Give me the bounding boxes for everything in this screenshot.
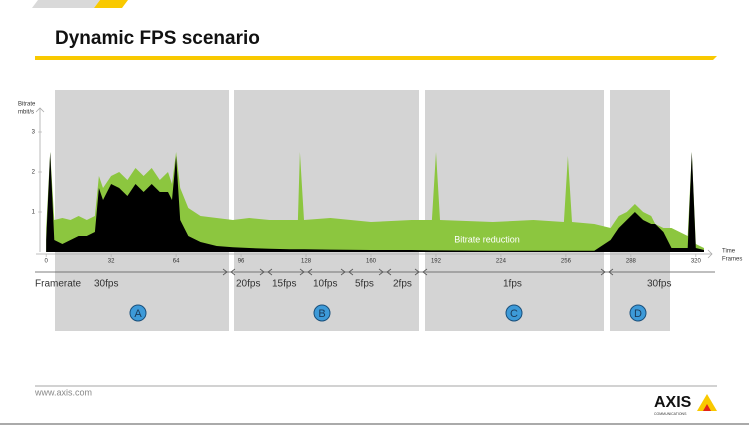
boundary-arrow bbox=[378, 268, 384, 276]
y-tick-label: 1 bbox=[32, 210, 36, 216]
framerate-value: 20fps bbox=[236, 279, 260, 290]
axis-arrow bbox=[707, 249, 713, 259]
phase-band bbox=[234, 90, 419, 331]
phase-band bbox=[425, 90, 604, 331]
x-tick-label: 32 bbox=[108, 259, 115, 265]
boundary-arrow bbox=[414, 268, 420, 276]
boundary-arrow bbox=[386, 268, 392, 276]
decoration bbox=[32, 0, 100, 8]
y-axis-label: Bitrate bbox=[18, 102, 36, 108]
area bbox=[46, 152, 705, 252]
decoration bbox=[94, 0, 128, 8]
x-axis-label: Time bbox=[722, 249, 736, 255]
boundary-arrow bbox=[222, 268, 228, 276]
boundary-arrow bbox=[299, 268, 305, 276]
annotation: Bitrate reduction bbox=[454, 234, 520, 244]
x-tick-label: 224 bbox=[496, 259, 507, 265]
logo-sub: COMMUNICATIONS bbox=[654, 412, 687, 416]
x-tick-label: 128 bbox=[301, 259, 312, 265]
boundary-arrow bbox=[307, 268, 313, 276]
y-axis-label: mbit/s bbox=[18, 110, 34, 116]
phase-marker bbox=[313, 304, 331, 322]
x-tick-label: 192 bbox=[431, 259, 442, 265]
framerate-value: 30fps bbox=[647, 279, 671, 290]
framerate-value: 15fps bbox=[272, 279, 296, 290]
framerate-value: 30fps bbox=[94, 279, 118, 290]
x-tick-label: 256 bbox=[561, 259, 572, 265]
logo-mark bbox=[697, 394, 717, 411]
boundary-arrow bbox=[267, 268, 273, 276]
x-tick-label: 160 bbox=[366, 259, 377, 265]
title: Dynamic FPS scenario bbox=[55, 28, 260, 49]
framerate-value: 10fps bbox=[313, 279, 337, 290]
phase-letter: C bbox=[510, 308, 518, 320]
y-tick-label: 2 bbox=[32, 170, 36, 176]
boundary-arrow bbox=[340, 268, 346, 276]
x-tick-label: 288 bbox=[626, 259, 637, 265]
phase-letter: A bbox=[134, 308, 142, 320]
phase-letter: B bbox=[318, 308, 325, 320]
boundary-arrow bbox=[600, 268, 606, 276]
x-axis-label: Frames bbox=[722, 257, 742, 263]
logo: AXIS bbox=[654, 394, 692, 411]
phase-letter: D bbox=[634, 308, 642, 320]
axis-arrow bbox=[35, 107, 45, 113]
framerate-value: 5fps bbox=[355, 279, 374, 290]
framerate-label: Framerate bbox=[35, 279, 82, 290]
x-tick-label: 320 bbox=[691, 259, 702, 265]
x-tick-label: 0 bbox=[44, 259, 48, 265]
x-tick-label: 64 bbox=[173, 259, 180, 265]
y-tick-label: 3 bbox=[32, 130, 36, 136]
boundary-arrow bbox=[422, 268, 428, 276]
footer-url: www.axis.com bbox=[34, 387, 92, 397]
boundary-arrow bbox=[259, 268, 265, 276]
boundary-arrow bbox=[348, 268, 354, 276]
boundary-arrow bbox=[230, 268, 236, 276]
phase-marker bbox=[629, 304, 647, 322]
title-rule bbox=[35, 56, 717, 60]
phase-marker bbox=[505, 304, 523, 322]
framerate-value: 1fps bbox=[503, 279, 522, 290]
framerate-value: 2fps bbox=[393, 279, 412, 290]
phase-marker bbox=[129, 304, 147, 322]
x-tick-label: 96 bbox=[238, 259, 245, 265]
boundary-arrow bbox=[608, 268, 614, 276]
logo-mark bbox=[703, 404, 711, 411]
area bbox=[46, 152, 705, 252]
